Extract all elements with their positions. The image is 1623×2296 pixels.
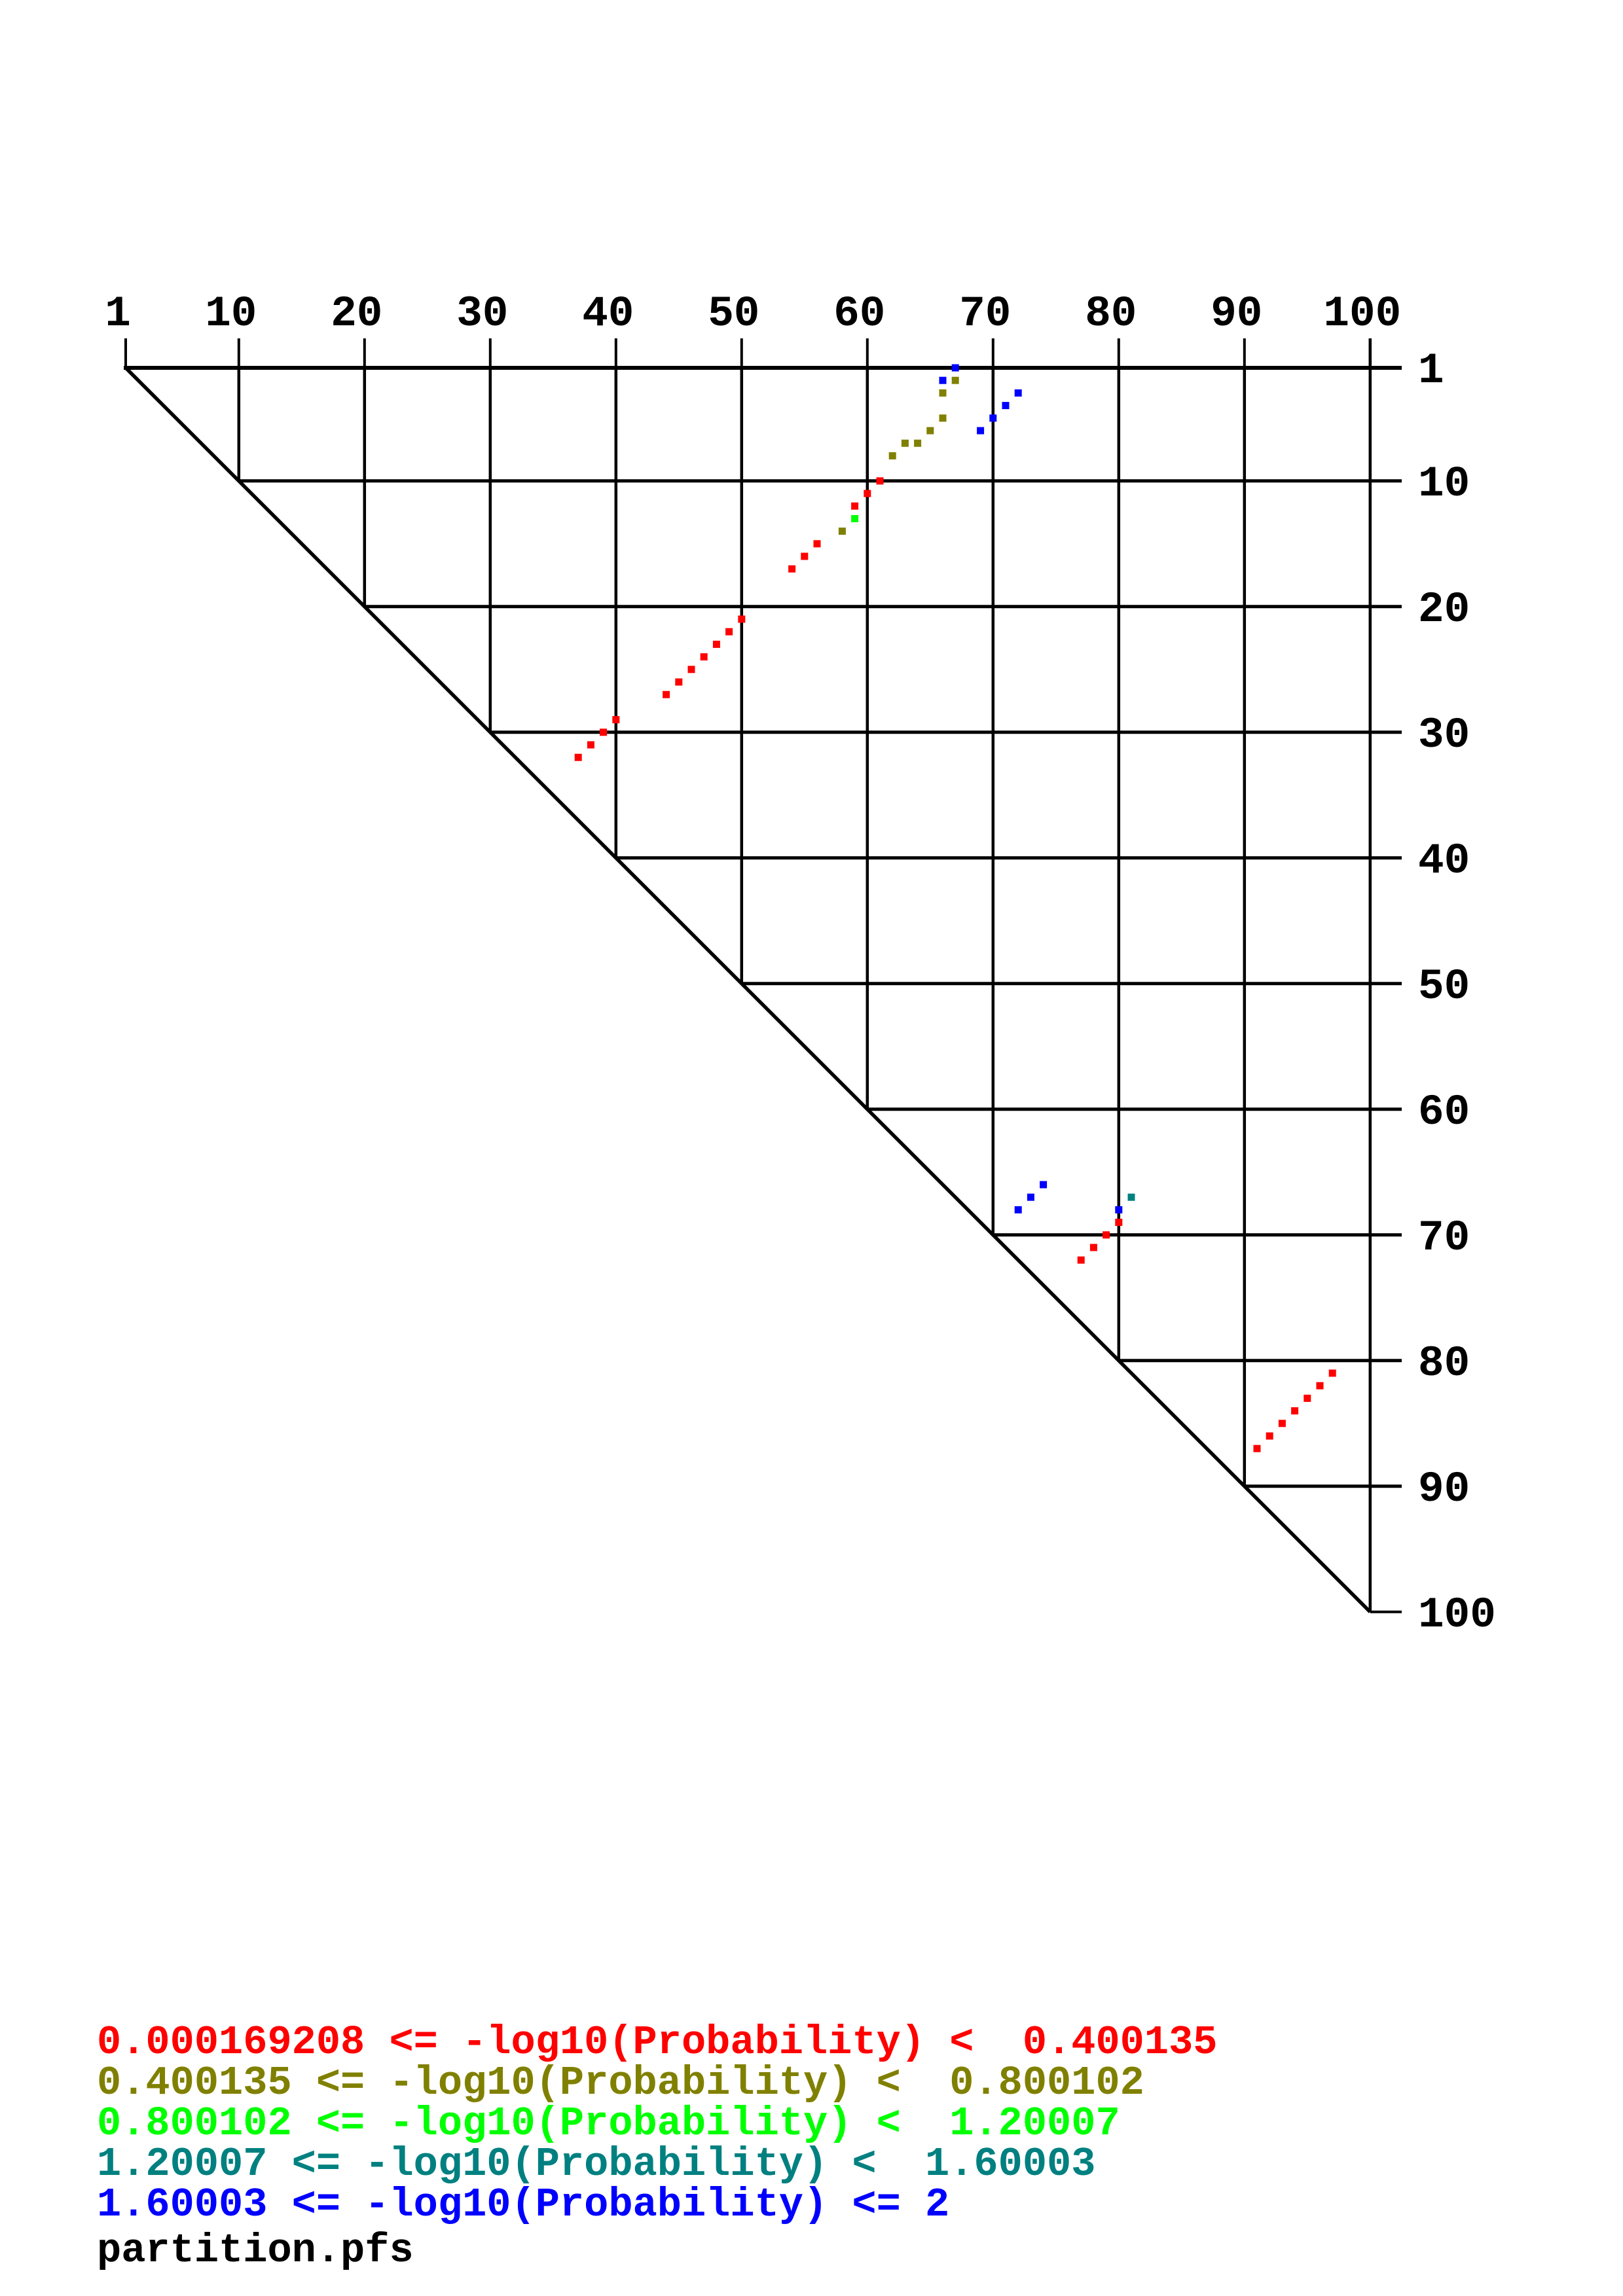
y-axis-label: 90: [1418, 1465, 1470, 1514]
data-dot-blue: [1002, 402, 1010, 410]
x-axis-label: 1: [105, 289, 131, 338]
data-dot-red: [725, 628, 733, 636]
data-dot-red: [663, 691, 670, 698]
legend-line-teal: 1.20007 <= -log10(Probability) < 1.60003: [97, 2141, 1096, 2187]
data-dot-red: [712, 640, 720, 648]
x-axis-label: 30: [456, 289, 508, 338]
legend-line-olive: 0.400135 <= -log10(Probability) < 0.8001…: [97, 2060, 1144, 2106]
y-axis-label: 20: [1418, 585, 1470, 634]
data-dot-red: [1328, 1369, 1336, 1377]
data-dot-blue: [1040, 1181, 1048, 1189]
x-axis-label: 20: [331, 289, 382, 338]
filename-label: partition.pfs: [97, 2227, 414, 2274]
x-axis-label: 10: [205, 289, 257, 338]
y-axis-label: 60: [1418, 1088, 1470, 1137]
data-dot-blue: [1014, 389, 1022, 397]
y-axis-label: 10: [1418, 459, 1470, 509]
data-dot-red: [1103, 1231, 1110, 1239]
data-dot-red: [851, 502, 859, 510]
data-dot-blue: [1115, 1206, 1123, 1213]
legend-line-blue: 1.60003 <= -log10(Probability) <= 2: [97, 2181, 950, 2228]
data-dot-red: [1253, 1444, 1261, 1452]
x-axis-label: 90: [1211, 289, 1262, 338]
x-axis-label: 80: [1085, 289, 1137, 338]
data-dot-red: [700, 653, 708, 661]
x-axis-label: 40: [582, 289, 634, 338]
data-dot-red: [788, 565, 796, 573]
y-axis-label: 1: [1418, 346, 1444, 395]
y-axis-label: 50: [1418, 962, 1470, 1011]
y-axis-label: 70: [1418, 1213, 1470, 1263]
data-dot-olive: [914, 439, 922, 447]
data-dot-blue: [939, 376, 947, 384]
data-dot-red: [864, 490, 871, 497]
legend-line-green: 0.800102 <= -log10(Probability) < 1.2000…: [97, 2100, 1120, 2147]
data-dot-red: [813, 540, 821, 548]
data-dot-blue: [977, 427, 985, 435]
data-dot-teal: [1127, 1193, 1135, 1201]
data-dot-red: [675, 678, 683, 686]
data-dot-blue: [1027, 1193, 1034, 1201]
data-dot-red: [738, 615, 746, 623]
data-dot-red: [1316, 1382, 1324, 1390]
data-dot-red: [1089, 1244, 1097, 1251]
data-dot-red: [587, 741, 594, 749]
data-dot-red: [574, 753, 582, 761]
data-dot-red: [1115, 1219, 1123, 1227]
data-dot-olive: [888, 452, 896, 459]
data-dot-olive: [939, 389, 947, 397]
x-axis-label: 100: [1323, 289, 1401, 338]
data-dot-olive: [838, 528, 846, 535]
data-dot-blue: [1014, 1206, 1022, 1213]
data-dot-olive: [939, 414, 947, 422]
x-axis-label: 60: [833, 289, 885, 338]
diagonal-line: [124, 367, 1372, 1613]
data-dot-olive: [926, 427, 934, 435]
data-dot-red: [1291, 1407, 1299, 1415]
data-dot-red: [876, 477, 884, 485]
legend-line-red: 0.000169208 <= -log10(Probability) < 0.4…: [97, 2019, 1218, 2066]
x-axis-label: 50: [708, 289, 759, 338]
y-axis-label: 80: [1418, 1339, 1470, 1388]
y-axis-label: 30: [1418, 711, 1470, 760]
data-dot-red: [1077, 1256, 1085, 1264]
data-dot-red: [612, 716, 620, 724]
data-dot-red: [687, 666, 695, 673]
data-dot-blue: [989, 414, 997, 422]
data-dot-red: [600, 728, 608, 736]
data-dot-blue: [951, 364, 959, 372]
data-dot-red: [1304, 1394, 1311, 1402]
data-dot-red: [801, 552, 809, 560]
data-dot-red: [1266, 1432, 1273, 1440]
x-axis-label: 70: [959, 289, 1011, 338]
data-dot-olive: [951, 376, 959, 384]
data-dot-olive: [901, 439, 909, 447]
y-axis-label: 40: [1418, 836, 1470, 886]
data-dot-red: [1278, 1420, 1286, 1427]
y-axis-label: 100: [1418, 1590, 1496, 1640]
data-dot-green: [851, 514, 859, 522]
